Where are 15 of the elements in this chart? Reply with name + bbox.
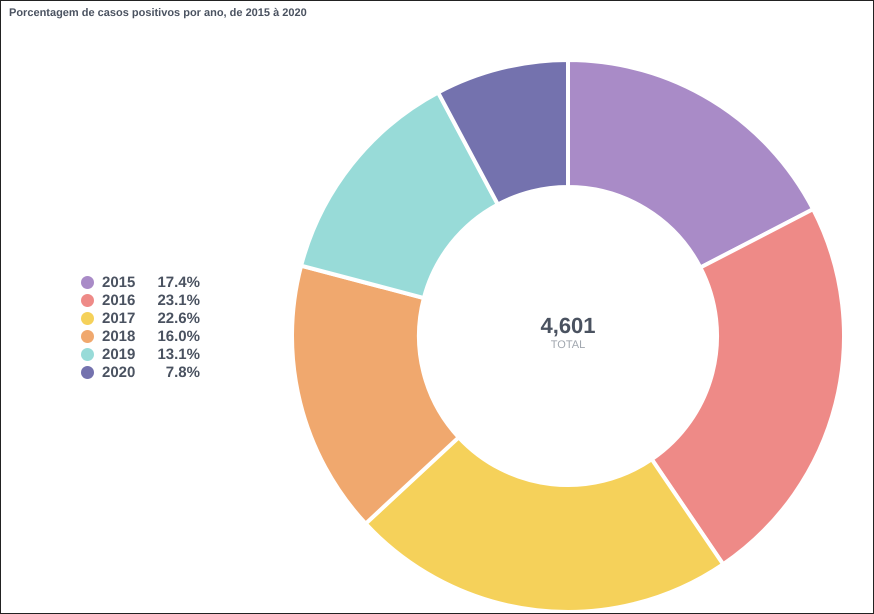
text: TOTAL bbox=[550, 339, 586, 351]
data-label: 23.1% bbox=[156, 292, 200, 308]
legend-label: 2020 bbox=[102, 364, 136, 380]
data-label: 17.4% bbox=[156, 274, 200, 290]
legend-label: 2019 bbox=[102, 346, 136, 362]
chart-title: Porcentagem de casos positivos por ano, de 2015 à 2020 bbox=[9, 7, 307, 19]
data-label: 13.1% bbox=[156, 346, 200, 362]
text: 4,601 bbox=[539, 313, 597, 339]
legend-label: 2016 bbox=[102, 292, 136, 308]
data-label: 16.0% bbox=[156, 328, 200, 344]
data-label: 7.8% bbox=[164, 364, 200, 380]
legend-label: 2018 bbox=[102, 328, 136, 344]
legend-label: 2015 bbox=[102, 274, 136, 290]
legend-label: 2017 bbox=[102, 310, 136, 326]
data-label: 22.6% bbox=[156, 310, 200, 326]
